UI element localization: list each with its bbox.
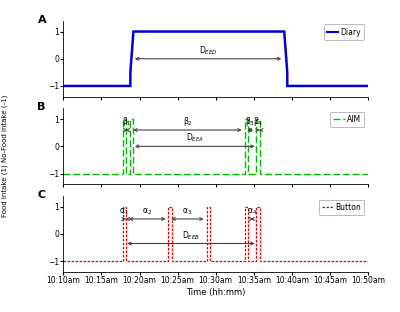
Text: D$_{EED}$: D$_{EED}$	[199, 44, 217, 57]
Text: β$_{2}$: β$_{2}$	[182, 115, 192, 128]
Text: β$_{4}$: β$_{4}$	[253, 115, 263, 128]
Text: α$_{4}$: α$_{4}$	[247, 207, 257, 217]
Text: A: A	[38, 15, 46, 25]
Text: β$_{1}$: β$_{1}$	[122, 115, 132, 128]
Text: β$_{3}$: β$_{3}$	[245, 115, 255, 128]
X-axis label: Time (hh:mm): Time (hh:mm)	[186, 288, 245, 297]
Text: α$_{2}$: α$_{2}$	[142, 207, 152, 217]
Text: B: B	[38, 102, 46, 112]
Legend: Button: Button	[318, 200, 364, 215]
Text: Food intake (1) No-Food intake (-1): Food intake (1) No-Food intake (-1)	[2, 95, 8, 217]
Legend: AIM: AIM	[330, 112, 364, 127]
Text: C: C	[38, 190, 46, 200]
Text: α$_{3}$: α$_{3}$	[182, 207, 192, 217]
Legend: Diary: Diary	[324, 24, 364, 40]
Text: D$_{EEA}$: D$_{EEA}$	[186, 132, 204, 144]
Text: α$_{1}$: α$_{1}$	[119, 207, 129, 217]
Text: D$_{EEB}$: D$_{EEB}$	[182, 229, 200, 241]
